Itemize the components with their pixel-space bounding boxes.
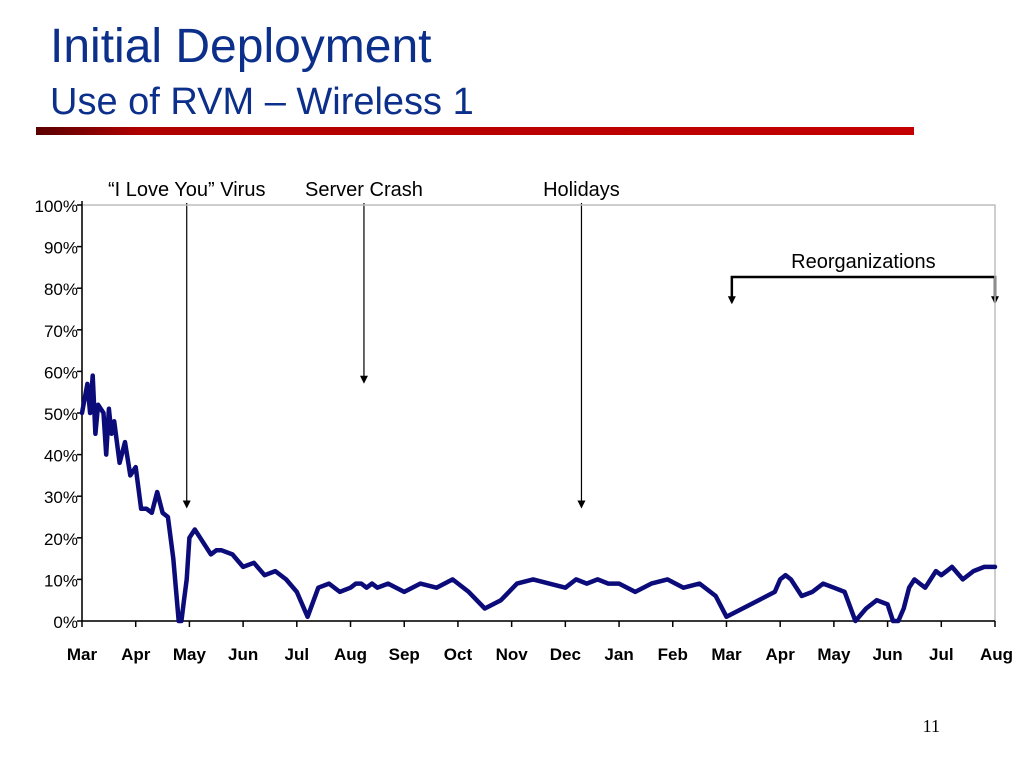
- annotation-bracket: [730, 275, 997, 303]
- annotation-label: Holidays: [543, 179, 620, 201]
- usage-line-chart: “I Love You” Virus Server Crash Holidays Re…: [35, 179, 1013, 664]
- usage-series-line: [79, 373, 998, 624]
- x-tick-label: Jun: [228, 645, 258, 664]
- title-underline-rule: [36, 127, 914, 135]
- x-tick-label: Jul: [285, 645, 310, 664]
- x-tick-label: Nov: [496, 645, 529, 664]
- x-tick-label: Mar: [711, 645, 742, 664]
- y-tick-label: 0%: [53, 613, 78, 632]
- annotation-label: “I Love You” Virus: [108, 179, 266, 201]
- y-tick-label: 60%: [44, 363, 78, 382]
- slide-title: Initial Deployment: [50, 20, 432, 73]
- x-tick-label: May: [173, 645, 207, 664]
- x-tick-label: Oct: [444, 645, 473, 664]
- y-tick-label: 20%: [44, 530, 78, 549]
- annotation-label: Server Crash: [305, 179, 423, 201]
- y-tick-label: 100%: [35, 197, 78, 216]
- y-tick-label: 30%: [44, 488, 78, 507]
- y-tick-label: 90%: [44, 239, 78, 258]
- x-tick-label: Apr: [121, 645, 151, 664]
- annotation-label: Reorganizations: [791, 251, 936, 273]
- page-number: 11: [922, 716, 940, 736]
- y-tick-label: 40%: [44, 447, 78, 466]
- bracket-arrowhead-left: [727, 296, 736, 305]
- x-tick-label: Dec: [550, 645, 581, 664]
- x-tick-label: Mar: [67, 645, 98, 664]
- y-tick-label: 10%: [44, 571, 78, 590]
- x-tick-label: Jan: [604, 645, 633, 664]
- x-tick-label: Jul: [929, 645, 954, 664]
- x-tick-label: Feb: [658, 645, 688, 664]
- x-tick-label: Aug: [980, 645, 1013, 664]
- x-tick-label: Apr: [766, 645, 796, 664]
- y-tick-label: 70%: [44, 322, 78, 341]
- slide-subtitle: Use of RVM – Wireless 1: [50, 81, 474, 123]
- y-tick-label: 80%: [44, 280, 78, 299]
- x-tick-label: Aug: [334, 645, 367, 664]
- x-tick-label: Jun: [872, 645, 902, 664]
- x-tick-label: May: [817, 645, 851, 664]
- y-tick-label: 50%: [44, 405, 78, 424]
- x-tick-label: Sep: [389, 645, 420, 664]
